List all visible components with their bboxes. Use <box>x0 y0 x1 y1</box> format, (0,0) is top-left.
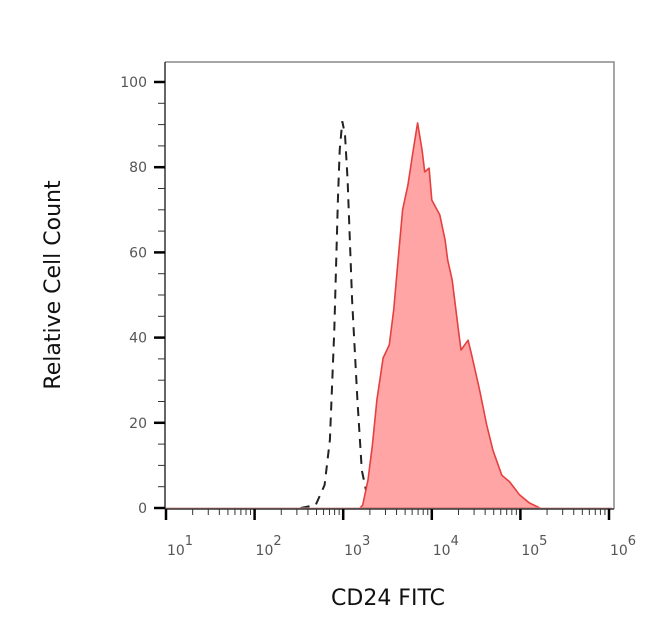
x-tick-label: 103 <box>344 534 370 559</box>
x-tick-label: 104 <box>433 534 459 559</box>
plot-series <box>166 121 612 509</box>
frame-border <box>165 61 615 509</box>
stained-histogram <box>359 122 541 509</box>
x-tick-labels: 101 102 103 104 105 106 <box>167 534 636 559</box>
x-axis-title: CD24 FITC <box>331 586 445 611</box>
y-tick-label: 0 <box>138 501 147 517</box>
y-tick-label: 80 <box>129 160 147 176</box>
y-axis-title: Relative Cell Count <box>41 180 66 390</box>
x-tick-label: 102 <box>256 534 282 559</box>
x-tick-label: 101 <box>167 534 193 559</box>
x-tick-label: 106 <box>610 534 636 559</box>
y-tick-label: 60 <box>129 245 147 261</box>
y-tick-labels: 0 20 40 60 80 100 <box>120 75 147 517</box>
x-tick-label: 105 <box>521 534 547 559</box>
y-tick-label: 40 <box>129 331 147 347</box>
plot-frame <box>165 61 615 509</box>
y-tick-label: 20 <box>129 416 147 432</box>
axes <box>154 62 614 520</box>
y-tick-label: 100 <box>120 75 147 91</box>
isotype-control-histogram <box>300 121 373 509</box>
